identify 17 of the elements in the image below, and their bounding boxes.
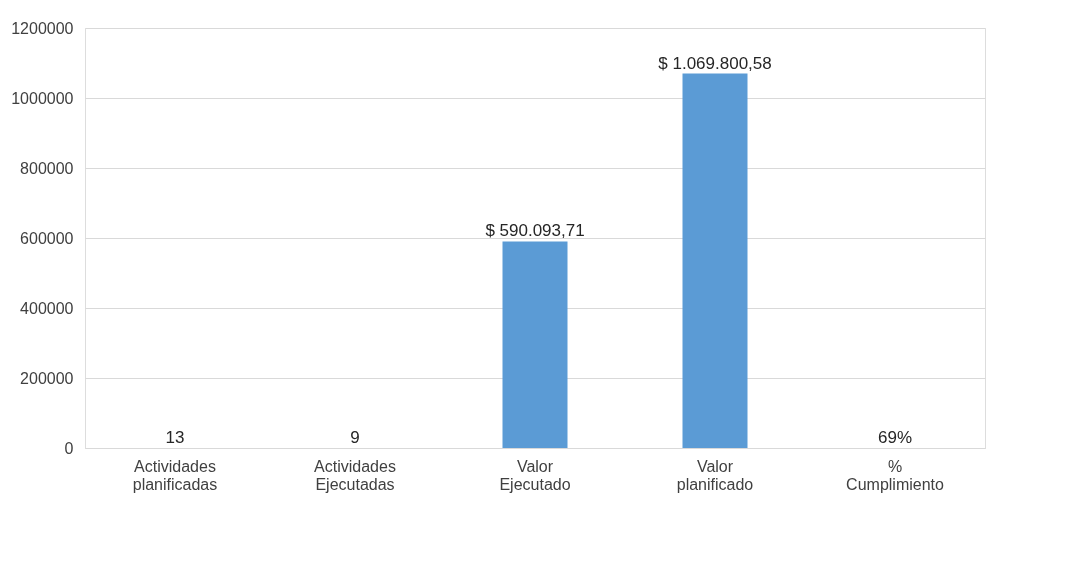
y-tick-label: 1000000: [11, 89, 74, 107]
data-label: 9: [350, 428, 360, 447]
data-label: $ 1.069.800,58: [658, 53, 772, 73]
data-label: $ 590.093,71: [485, 221, 585, 241]
y-tick-label: 600000: [20, 229, 74, 247]
y-tick-label: 1200000: [11, 19, 74, 37]
data-label: 13: [165, 428, 185, 447]
x-tick-label: Valor Ejecutado: [499, 457, 571, 493]
y-tick-label: 0: [64, 439, 74, 457]
x-tick-label: % Cumplimiento: [846, 457, 945, 493]
x-tick-label: Actividades planificadas: [132, 457, 218, 493]
y-tick-label: 800000: [20, 159, 74, 177]
x-tick-label: Actividades Ejecutadas: [314, 457, 396, 493]
y-tick-label: 200000: [20, 369, 74, 387]
x-tick-label: Valor planificado: [676, 457, 754, 493]
data-label: 69%: [877, 427, 913, 447]
y-tick-label: 400000: [20, 299, 74, 317]
